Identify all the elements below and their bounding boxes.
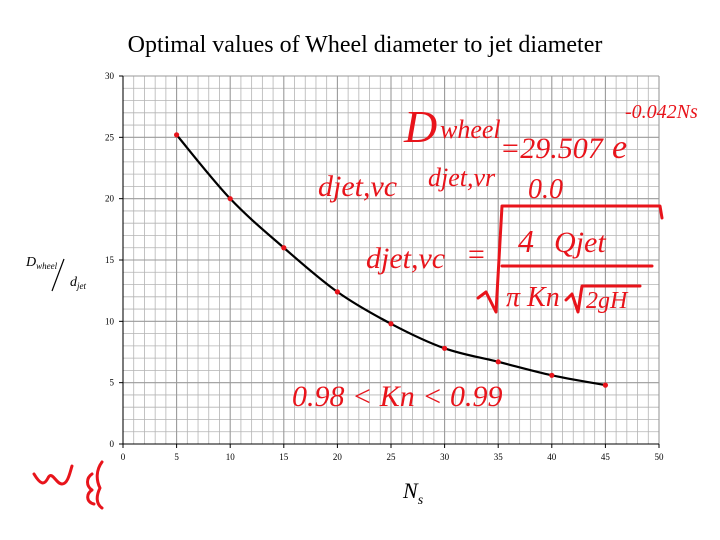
x-tick-labels: 0 5 10 15 20 25 30 35 40 45 50 <box>121 444 664 462</box>
x-tick-label: 30 <box>440 452 450 462</box>
chart-title: Optimal values of Wheel diameter to jet … <box>128 32 603 58</box>
svg-text:wheel: wheel <box>440 115 501 144</box>
data-point <box>174 132 180 138</box>
annotation-jet-labels: djet,vc djet,vr <box>318 163 496 203</box>
y-tick-label: 20 <box>105 194 115 204</box>
y-tick-label: 10 <box>105 316 115 326</box>
x-tick-label: 40 <box>547 452 557 462</box>
x-tick-label: 5 <box>174 452 179 462</box>
svg-text:djet,vc: djet,vc <box>318 170 397 203</box>
annotation-kn-range: 0.98 < Kn < 0.99 <box>292 380 503 413</box>
x-tick-label: 50 <box>655 452 665 462</box>
svg-text:π Kn: π Kn <box>506 282 560 313</box>
x-tick-label: 35 <box>494 452 504 462</box>
data-point <box>334 289 340 295</box>
data-point <box>281 245 287 251</box>
y-tick-label: 5 <box>110 378 115 388</box>
axes <box>119 76 659 448</box>
y-tick-label: 30 <box>105 71 115 81</box>
x-tick-label: 25 <box>387 452 397 462</box>
x-tick-label: 15 <box>279 452 289 462</box>
y-label-slash <box>51 258 65 292</box>
y-tick-labels: 0 5 10 15 20 25 30 <box>105 71 123 449</box>
svg-text:e: e <box>612 129 627 166</box>
annotation-formula-jet: djet,vc = 4 Qjet π Kn 2gH <box>366 204 664 314</box>
y-axis-label: Dwheel djet <box>25 255 86 292</box>
x-tick-label: 0 <box>121 452 126 462</box>
x-tick-label: 20 <box>333 452 343 462</box>
svg-text:4: 4 <box>518 223 534 259</box>
scribble-mark <box>32 460 104 510</box>
svg-text:D: D <box>403 101 437 152</box>
svg-text:2gH: 2gH <box>586 288 629 314</box>
series-line <box>175 134 606 387</box>
data-point <box>549 372 555 378</box>
data-point <box>227 196 233 202</box>
svg-text:djet,vr: djet,vr <box>428 163 496 192</box>
y-label-denominator: djet <box>70 275 86 291</box>
data-point <box>388 321 394 327</box>
svg-text:-0.042Ns: -0.042Ns <box>625 101 698 123</box>
svg-text:djet,vc: djet,vc <box>366 242 445 275</box>
data-point <box>442 345 448 351</box>
svg-text:=: = <box>466 238 486 271</box>
x-tick-label: 10 <box>226 452 236 462</box>
svg-text:Qjet: Qjet <box>554 226 606 259</box>
data-point <box>495 359 501 365</box>
y-tick-label: 15 <box>105 255 115 265</box>
y-tick-label: 25 <box>105 132 115 142</box>
y-label-numerator: Dwheel <box>25 255 58 271</box>
handwritten-annotations: D wheel =29.507 e -0.042Ns djet,vc djet,… <box>32 101 698 510</box>
data-point <box>602 382 609 388</box>
series-group <box>174 132 609 388</box>
svg-text:=29.507: =29.507 <box>500 132 605 165</box>
annotation-zero: 0.0 <box>528 174 563 205</box>
x-tick-label: 45 <box>601 452 611 462</box>
x-axis-label: Ns <box>402 478 424 508</box>
y-tick-label: 0 <box>110 439 115 449</box>
annotation-formula-wheel: D wheel =29.507 e -0.042Ns <box>403 101 698 166</box>
